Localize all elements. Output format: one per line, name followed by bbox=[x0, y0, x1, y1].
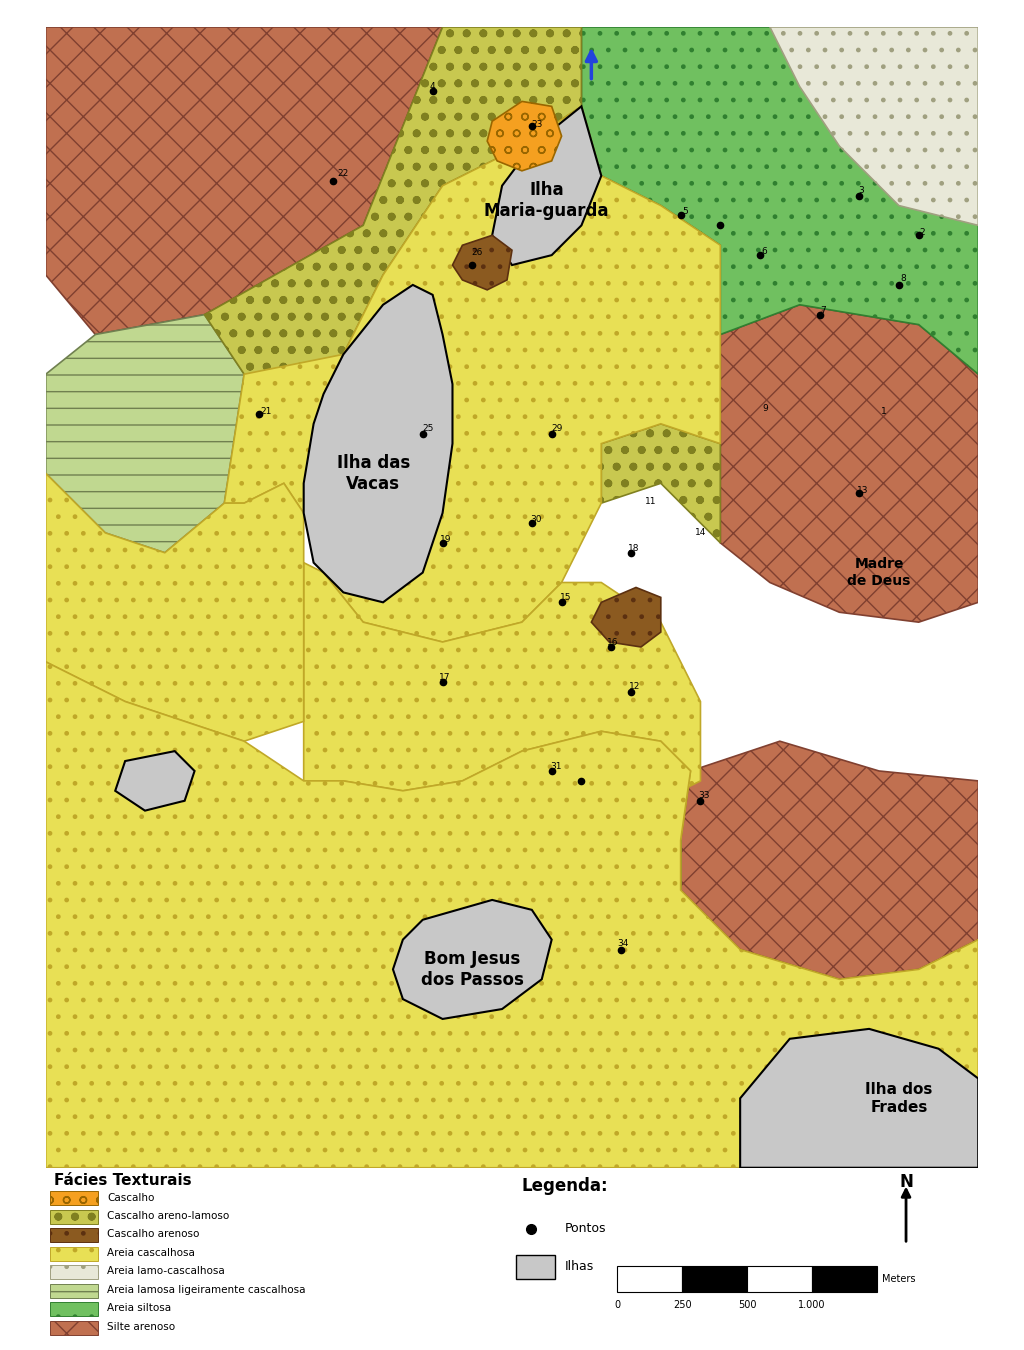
Text: 1: 1 bbox=[881, 408, 887, 416]
Text: Fácies Texturais: Fácies Texturais bbox=[54, 1173, 191, 1188]
Bar bbox=[50, 1301, 98, 1316]
Text: 2: 2 bbox=[920, 228, 926, 236]
Text: 15: 15 bbox=[560, 593, 571, 602]
Text: 1.000: 1.000 bbox=[799, 1300, 826, 1311]
Text: Areia cascalhosa: Areia cascalhosa bbox=[108, 1247, 195, 1258]
Text: Silte arenoso: Silte arenoso bbox=[108, 1322, 175, 1332]
Text: Madre
de Deus: Madre de Deus bbox=[847, 558, 910, 587]
Polygon shape bbox=[46, 315, 244, 552]
Text: 6: 6 bbox=[761, 247, 767, 255]
Text: 16: 16 bbox=[607, 637, 618, 647]
Text: Meters: Meters bbox=[882, 1273, 915, 1284]
Text: 250: 250 bbox=[673, 1300, 691, 1311]
Text: 9: 9 bbox=[762, 405, 768, 413]
Text: 7: 7 bbox=[820, 306, 826, 315]
Text: 500: 500 bbox=[738, 1300, 757, 1311]
Polygon shape bbox=[224, 107, 720, 643]
Text: 19: 19 bbox=[439, 536, 452, 544]
Text: 26: 26 bbox=[472, 247, 483, 256]
Text: Areia lamosa ligeiramente cascalhosa: Areia lamosa ligeiramente cascalhosa bbox=[108, 1285, 305, 1295]
Text: 18: 18 bbox=[629, 544, 640, 554]
Polygon shape bbox=[720, 305, 978, 622]
Text: Areia siltosa: Areia siltosa bbox=[108, 1304, 171, 1314]
Bar bbox=[50, 1191, 98, 1206]
Text: 31: 31 bbox=[550, 763, 561, 771]
Text: Ilha
Maria-guarda: Ilha Maria-guarda bbox=[484, 181, 609, 220]
Text: 29: 29 bbox=[551, 424, 562, 433]
Text: 25: 25 bbox=[422, 424, 433, 433]
Text: 22: 22 bbox=[338, 169, 349, 178]
Polygon shape bbox=[46, 27, 442, 335]
Polygon shape bbox=[46, 662, 978, 1168]
Text: Cascalho arenoso: Cascalho arenoso bbox=[108, 1230, 200, 1239]
Polygon shape bbox=[46, 474, 304, 741]
Polygon shape bbox=[304, 285, 453, 602]
Text: 21: 21 bbox=[260, 408, 271, 416]
Text: 17: 17 bbox=[439, 674, 451, 682]
Text: Legenda:: Legenda: bbox=[521, 1177, 607, 1195]
Polygon shape bbox=[205, 27, 582, 404]
Bar bbox=[50, 1246, 98, 1261]
Text: 4: 4 bbox=[430, 82, 435, 90]
Text: 12: 12 bbox=[630, 682, 641, 691]
Text: 30: 30 bbox=[530, 514, 542, 524]
Text: 14: 14 bbox=[695, 528, 707, 537]
Polygon shape bbox=[770, 27, 978, 225]
Text: 5: 5 bbox=[683, 207, 688, 216]
Text: Bom Jesus
dos Passos: Bom Jesus dos Passos bbox=[421, 950, 523, 988]
Polygon shape bbox=[582, 27, 978, 374]
Text: N: N bbox=[899, 1173, 913, 1191]
Text: 33: 33 bbox=[698, 791, 711, 801]
Bar bbox=[50, 1228, 98, 1242]
Polygon shape bbox=[493, 780, 681, 919]
Bar bbox=[50, 1265, 98, 1280]
Polygon shape bbox=[487, 101, 561, 171]
Bar bbox=[50, 1284, 98, 1297]
Text: 3: 3 bbox=[858, 186, 864, 196]
Text: 13: 13 bbox=[857, 486, 869, 494]
Text: Areia lamo-cascalhosa: Areia lamo-cascalhosa bbox=[108, 1266, 224, 1277]
Bar bbox=[516, 1254, 555, 1278]
Polygon shape bbox=[601, 424, 720, 543]
Bar bbox=[50, 1210, 98, 1223]
Polygon shape bbox=[681, 741, 978, 979]
Text: 11: 11 bbox=[645, 497, 656, 506]
Polygon shape bbox=[304, 563, 700, 880]
Text: Ilha das
Vacas: Ilha das Vacas bbox=[337, 454, 410, 493]
Text: Ilha dos
Frades: Ilha dos Frades bbox=[865, 1083, 933, 1115]
Text: Ilhas: Ilhas bbox=[564, 1260, 594, 1273]
Text: 34: 34 bbox=[617, 940, 629, 948]
Text: Cascalho: Cascalho bbox=[108, 1192, 155, 1203]
Polygon shape bbox=[116, 751, 195, 810]
Polygon shape bbox=[453, 235, 512, 290]
Text: 23: 23 bbox=[531, 120, 543, 128]
Text: 8: 8 bbox=[900, 274, 905, 284]
Polygon shape bbox=[393, 900, 552, 1019]
Text: Cascalho areno-lamoso: Cascalho areno-lamoso bbox=[108, 1211, 229, 1220]
Polygon shape bbox=[591, 587, 660, 647]
Bar bbox=[50, 1320, 98, 1335]
Polygon shape bbox=[740, 1029, 978, 1168]
Text: Pontos: Pontos bbox=[564, 1222, 606, 1235]
Text: 0: 0 bbox=[614, 1300, 621, 1311]
Polygon shape bbox=[304, 732, 690, 919]
Polygon shape bbox=[493, 107, 601, 265]
